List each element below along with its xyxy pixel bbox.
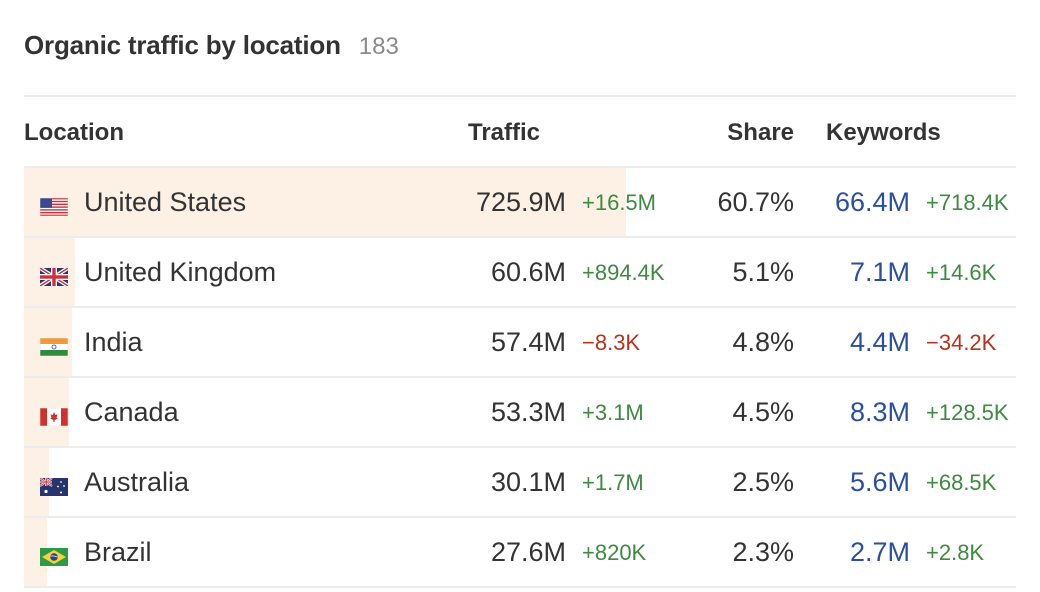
table-body: United States 725.9M +16.5M 60.7% 66.4M +718.… — [24, 168, 1016, 588]
table-row[interactable]: United Kingdom 60.6M +894.4K 5.1% 7.1M +14.6K — [24, 238, 1016, 308]
share-value: 2.5% — [732, 467, 794, 497]
br-flag-icon — [40, 542, 68, 566]
share-bar — [24, 518, 47, 586]
share-value: 4.5% — [732, 397, 794, 427]
traffic-change: −8.3K — [582, 330, 641, 355]
table-header: Location Traffic Share Keywords — [24, 97, 1016, 168]
country-name[interactable]: United Kingdom — [84, 257, 277, 287]
table-row[interactable]: Brazil 27.6M +820K 2.3% 2.7M +2.8K — [24, 518, 1016, 588]
table-row[interactable]: Australia 30.1M +1.7M 2.5% 5.6M +68.5K — [24, 448, 1016, 518]
share-bar — [24, 168, 626, 236]
column-header-keywords[interactable]: Keywords — [826, 119, 941, 146]
traffic-change: +16.5M — [582, 190, 656, 215]
locations-table: Location Traffic Share Keywords United S… — [24, 95, 1016, 588]
keywords-value[interactable]: 5.6M — [849, 467, 910, 497]
traffic-value: 27.6M — [490, 537, 566, 567]
keywords-value[interactable]: 4.4M — [849, 327, 910, 357]
traffic-change: +894.4K — [582, 260, 665, 285]
keywords-change: +2.8K — [926, 540, 985, 565]
traffic-value: 725.9M — [475, 187, 566, 217]
keywords-value[interactable]: 2.7M — [849, 537, 910, 567]
keywords-value[interactable]: 66.4M — [834, 187, 910, 217]
in-flag-icon — [39, 332, 69, 357]
country-name[interactable]: Brazil — [84, 537, 152, 567]
share-value: 2.3% — [732, 537, 794, 567]
keywords-change: +128.5K — [926, 400, 1009, 425]
share-value: 60.7% — [717, 187, 794, 217]
country-name[interactable]: Canada — [84, 397, 179, 427]
table-row[interactable]: Canada 53.3M +3.1M 4.5% 8.3M +128.5K — [24, 378, 1016, 448]
ca-flag-icon — [39, 402, 69, 427]
column-header-location[interactable]: Location — [24, 119, 124, 146]
share-value: 5.1% — [732, 257, 794, 287]
uk-flag-icon — [38, 262, 70, 288]
traffic-change: +820K — [582, 540, 647, 565]
share-value: 4.8% — [732, 327, 794, 357]
country-name[interactable]: United States — [84, 187, 247, 217]
keywords-change: +718.4K — [926, 190, 1009, 215]
keywords-change: −34.2K — [926, 330, 997, 355]
table-row[interactable]: India 57.4M −8.3K 4.8% 4.4M −34.2K — [24, 308, 1016, 378]
location-count: 183 — [358, 33, 399, 60]
keywords-value[interactable]: 8.3M — [849, 397, 910, 427]
traffic-value: 60.6M — [490, 257, 566, 287]
country-name[interactable]: Australia — [84, 467, 190, 497]
widget-header: Organic traffic by location 183 — [24, 30, 399, 61]
traffic-value: 53.3M — [490, 397, 566, 427]
traffic-value: 30.1M — [490, 467, 566, 497]
keywords-change: +68.5K — [926, 470, 997, 495]
us-flag-icon — [39, 192, 69, 217]
traffic-change: +3.1M — [582, 400, 644, 425]
keywords-value[interactable]: 7.1M — [849, 257, 910, 287]
traffic-change: +1.7M — [582, 470, 644, 495]
au-flag-icon — [39, 472, 68, 496]
country-name[interactable]: India — [84, 327, 143, 357]
keywords-change: +14.6K — [926, 260, 997, 285]
table-row[interactable]: United States 725.9M +16.5M 60.7% 66.4M +718.… — [24, 168, 1016, 238]
column-header-share[interactable]: Share — [727, 119, 794, 146]
column-header-traffic[interactable]: Traffic — [468, 119, 541, 146]
widget-title: Organic traffic by location — [24, 30, 341, 60]
traffic-value: 57.4M — [490, 327, 566, 357]
